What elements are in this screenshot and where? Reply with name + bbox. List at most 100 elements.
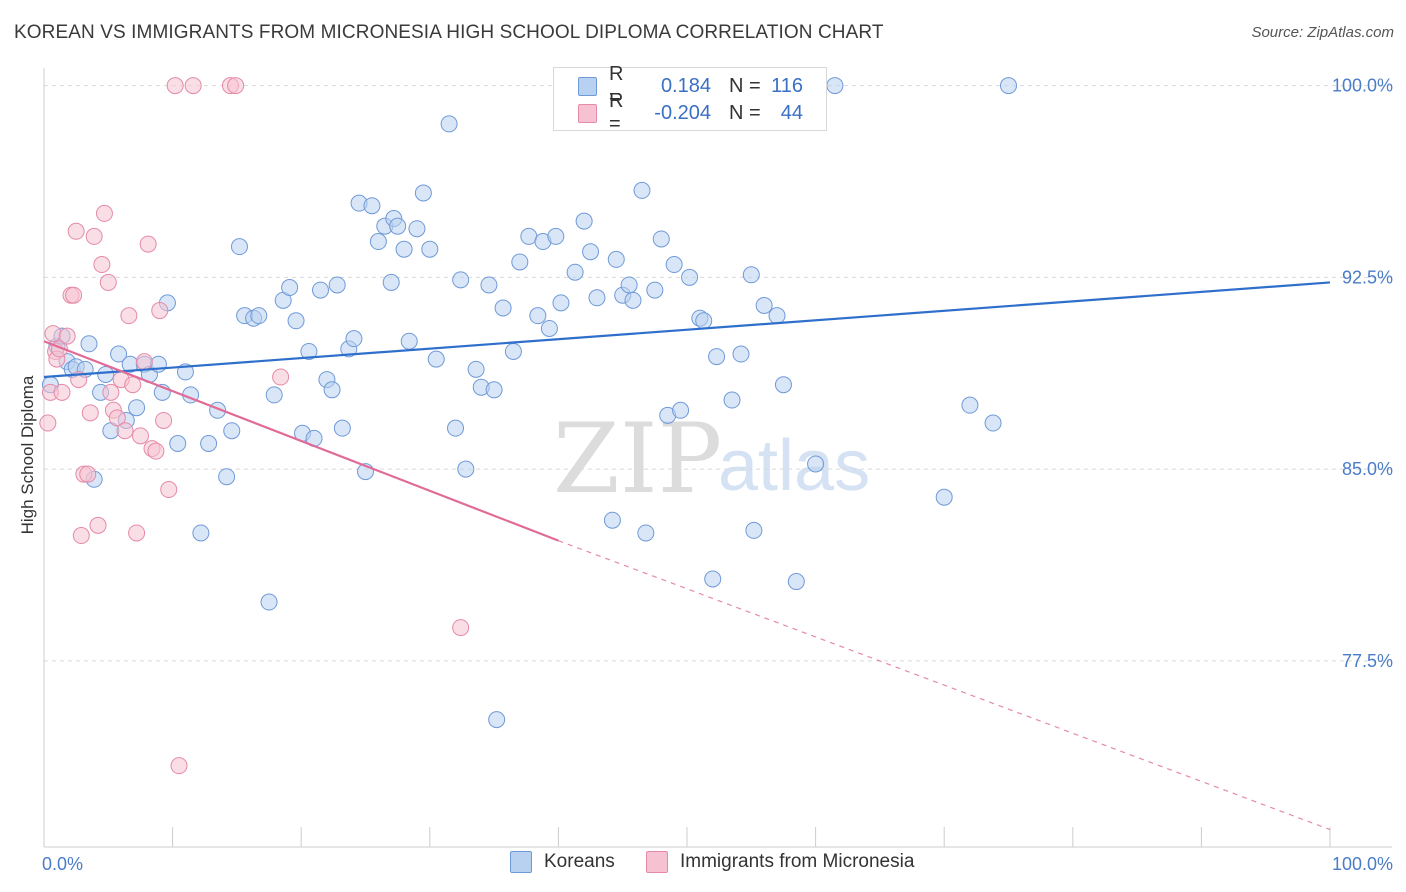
watermark-atlas: atlas (718, 426, 870, 506)
data-point-koreans (520, 227, 538, 245)
data-point-micronesia (72, 527, 90, 545)
trend-extension-micronesia (558, 540, 1331, 831)
data-point-koreans (485, 381, 503, 399)
legend-r-label: R = (609, 63, 624, 108)
data-point-micronesia (39, 414, 57, 432)
data-point-micronesia (116, 422, 134, 440)
data-point-koreans (624, 291, 642, 309)
data-point-koreans (287, 312, 305, 330)
legend-swatch-koreans (578, 76, 597, 96)
legend-swatch-koreans (510, 851, 532, 873)
legend-swatch-micronesia (646, 851, 668, 873)
data-point-micronesia (89, 516, 107, 534)
data-point-koreans (400, 332, 418, 350)
data-point-koreans (742, 266, 760, 284)
data-point-koreans (488, 711, 506, 729)
data-point-koreans (452, 271, 470, 289)
data-point-koreans (774, 376, 792, 394)
data-point-koreans (588, 289, 606, 307)
data-point-koreans (260, 593, 278, 611)
legend-row-micronesia: R = -0.204 N = 44 (578, 90, 803, 135)
data-point-koreans (80, 335, 98, 353)
data-point-koreans (935, 488, 953, 506)
series-legend: Koreans Immigrants from Micronesia (0, 851, 1406, 877)
data-point-koreans (389, 217, 407, 235)
axes (43, 68, 1392, 848)
data-point-koreans (363, 197, 381, 215)
data-point-koreans (494, 299, 512, 317)
data-point-koreans (704, 570, 722, 588)
data-point-koreans (333, 419, 351, 437)
data-point-koreans (345, 330, 363, 348)
legend-n-value: 116 (771, 74, 803, 97)
data-point-koreans (807, 455, 825, 473)
data-point-koreans (447, 419, 465, 437)
data-point-koreans (1000, 77, 1017, 95)
data-point-koreans (652, 230, 670, 248)
data-point-micronesia (58, 327, 76, 345)
data-point-koreans (504, 342, 522, 360)
data-point-koreans (467, 360, 485, 378)
data-point-micronesia (131, 427, 149, 445)
legend-n-label: N = (729, 74, 761, 97)
data-point-micronesia (65, 286, 83, 304)
data-point-koreans (582, 243, 600, 261)
data-point-koreans (708, 348, 726, 366)
x-tick-label: 100.0% (1332, 854, 1393, 874)
data-point-koreans (128, 399, 146, 417)
data-point-micronesia (139, 235, 157, 253)
data-point-koreans (607, 250, 625, 268)
data-point-micronesia (272, 368, 290, 386)
legend-item-koreans: Koreans (510, 851, 615, 873)
watermark: ZIP atlas (553, 403, 870, 515)
data-point-koreans (440, 115, 458, 133)
y-tick-label: 100.0% (1332, 76, 1393, 96)
legend-swatch-micronesia (578, 103, 597, 123)
data-point-koreans (192, 524, 210, 542)
data-point-micronesia (147, 442, 165, 460)
data-point-micronesia (120, 307, 138, 325)
data-point-koreans (218, 468, 236, 486)
data-point-koreans (723, 391, 741, 409)
data-point-koreans (547, 227, 565, 245)
data-point-micronesia (184, 77, 202, 95)
data-point-micronesia (128, 524, 146, 542)
data-point-micronesia (102, 383, 120, 401)
data-point-koreans (745, 521, 763, 539)
data-point-koreans (300, 342, 318, 360)
data-point-micronesia (99, 273, 117, 291)
trend-line-micronesia (43, 340, 559, 542)
data-point-koreans (984, 414, 1002, 432)
data-point-micronesia (44, 325, 62, 343)
data-point-koreans (110, 345, 128, 363)
data-point-micronesia (95, 204, 113, 222)
data-point-koreans (552, 294, 570, 312)
y-tick-label: 92.5% (1342, 267, 1393, 287)
data-point-koreans (414, 184, 432, 202)
tick-labels: 77.5% 85.0% 92.5% 100.0% 0.0% 100.0% (42, 76, 1393, 874)
data-point-koreans (169, 435, 187, 452)
data-point-micronesia (160, 481, 178, 499)
data-point-koreans (427, 350, 445, 368)
legend-n-label: N = (729, 101, 761, 124)
legend-row-koreans: R = 0.184 N = 116 (578, 63, 803, 108)
legend-label-koreans: Koreans (544, 851, 615, 872)
data-point-koreans (755, 296, 773, 314)
trend-lines (43, 281, 1331, 831)
data-point-koreans (672, 401, 690, 419)
data-point-koreans (826, 77, 844, 95)
y-tick-label: 77.5% (1342, 651, 1393, 671)
legend-n-value: 44 (780, 101, 803, 124)
chart-title: KOREAN VS IMMIGRANTS FROM MICRONESIA HIG… (14, 22, 884, 43)
data-point-koreans (681, 268, 699, 286)
data-point-koreans (421, 240, 439, 258)
gridlines (44, 85, 1392, 662)
data-point-micronesia (151, 302, 169, 320)
data-point-koreans (382, 273, 400, 291)
data-point-koreans (323, 381, 341, 399)
data-point-micronesia (452, 619, 470, 637)
data-point-micronesia (85, 227, 103, 245)
data-point-micronesia (124, 376, 142, 394)
data-point-koreans (281, 279, 299, 297)
